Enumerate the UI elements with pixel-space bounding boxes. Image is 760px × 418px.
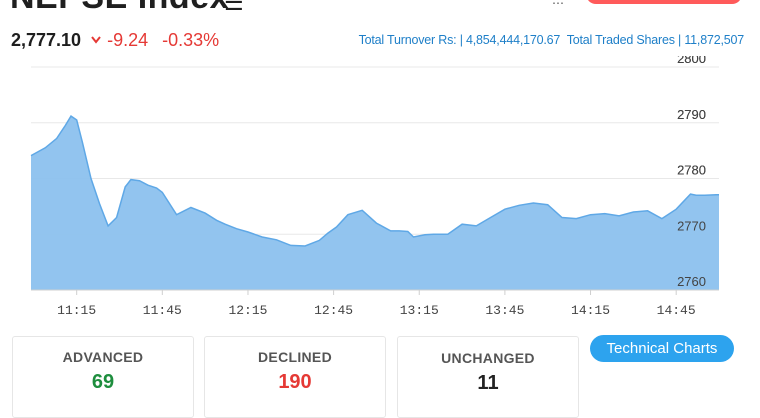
technical-charts-button[interactable]: Technical Charts — [590, 335, 734, 362]
total-traded-shares: Total Traded Shares | 11,872,507 — [566, 33, 745, 47]
y-tick-label: 2800 — [677, 56, 706, 66]
y-tick-label-overlay: 2770 — [677, 218, 706, 233]
down-arrow-icon — [91, 33, 101, 47]
more-icon[interactable]: ⋯ — [552, 0, 564, 10]
y-tick-label-overlay: 2790 — [677, 107, 706, 122]
index-price: 2,777.10 — [11, 30, 82, 50]
advanced-value: 69 — [91, 371, 115, 393]
y-tick-label: 2780 — [677, 163, 706, 178]
unchanged-label: UNCHANGED — [441, 350, 535, 366]
x-tick-label: 11:15 — [57, 303, 96, 318]
y-tick-label-overlay: 2800 — [677, 56, 706, 66]
index-change: -9.24 — [107, 30, 149, 50]
series-line — [30, 115, 719, 247]
x-tick-label: 11:45 — [143, 303, 182, 318]
header-action-button[interactable] — [586, 0, 742, 4]
y-tick-label-overlay: 2760 — [677, 274, 706, 289]
x-tick-label: 13:45 — [485, 303, 524, 318]
declined-value: 190 — [278, 371, 312, 393]
x-tick-label: 14:15 — [571, 303, 610, 318]
index-title: NEPSE Index — [10, 0, 229, 17]
hamburger-icon[interactable]: ☰ — [224, 0, 244, 15]
unchanged-box: UNCHANGED 11 — [397, 336, 579, 418]
y-tick-label: 2790 — [677, 107, 706, 122]
total-turnover: Total Turnover Rs: | 4,854,444,170.67 — [358, 33, 561, 47]
y-tick-label-overlay: 2780 — [677, 163, 706, 178]
area-fill — [31, 116, 719, 290]
advanced-label: ADVANCED — [62, 349, 144, 365]
x-tick-label: 14:45 — [657, 303, 696, 318]
turnover-info: Total Turnover Rs: | 4,854,444,170.67 To… — [358, 33, 745, 47]
index-area-chart: 2800279027802770276028002790278027702760… — [30, 56, 719, 318]
index-change-percent: -0.33% — [162, 30, 220, 50]
declined-label: DECLINED — [258, 349, 332, 365]
unchanged-value: 11 — [477, 372, 499, 394]
price-row: 2,777.10 -9.24 -0.33% — [11, 30, 219, 54]
declined-box: DECLINED 190 — [204, 336, 386, 418]
x-tick-label: 12:45 — [314, 303, 353, 318]
advanced-box: ADVANCED 69 — [12, 336, 194, 418]
x-tick-label: 13:15 — [400, 303, 439, 318]
x-tick-label: 12:15 — [228, 303, 267, 318]
